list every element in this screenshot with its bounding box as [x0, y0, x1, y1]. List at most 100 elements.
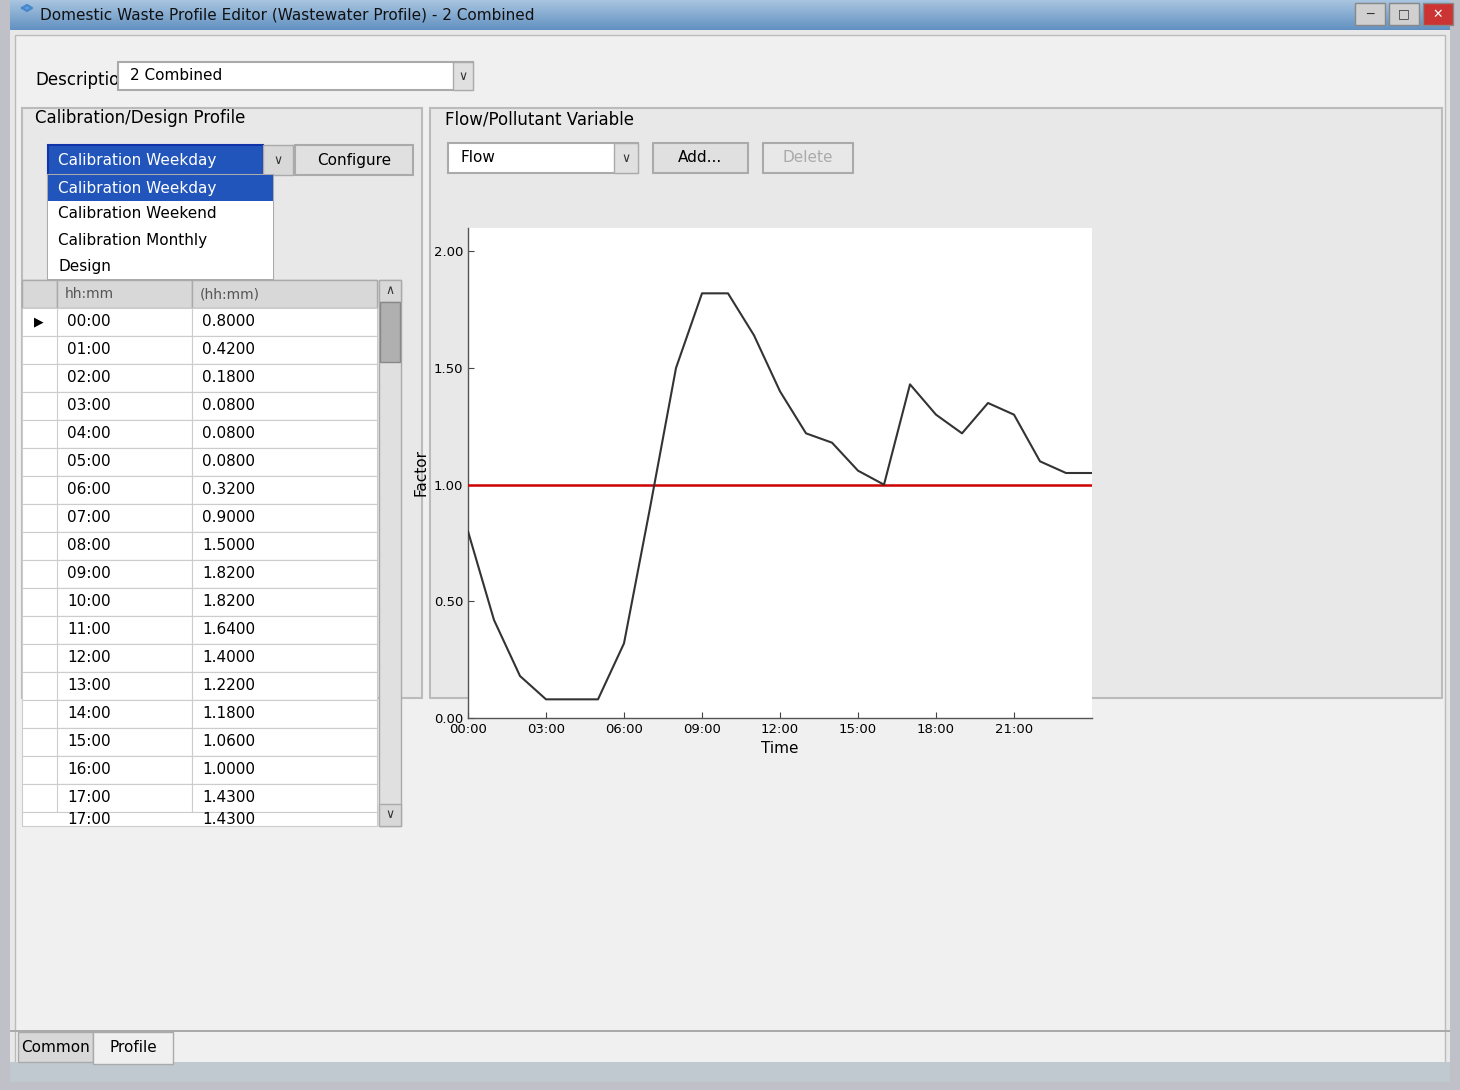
Bar [193, 336, 377, 364]
Text: Calibration Weekday: Calibration Weekday [58, 153, 216, 168]
Y-axis label: Factor: Factor [413, 449, 428, 497]
Bar [22, 280, 57, 308]
Bar [57, 476, 193, 504]
Text: ─: ─ [1367, 8, 1374, 21]
Bar [22, 532, 377, 560]
Bar [263, 145, 293, 175]
Bar [48, 253, 273, 279]
Bar [57, 532, 193, 560]
Text: 0.0800: 0.0800 [201, 455, 256, 470]
Bar [453, 62, 473, 90]
Text: ∨: ∨ [273, 154, 283, 167]
Bar [22, 308, 377, 336]
Bar [22, 364, 377, 392]
Bar [22, 392, 377, 420]
Bar [48, 227, 273, 253]
Bar [448, 143, 638, 173]
Bar [22, 448, 377, 476]
Text: 1.4300: 1.4300 [201, 790, 256, 806]
Bar [615, 143, 638, 173]
Bar [48, 175, 273, 279]
Bar [193, 560, 377, 588]
Bar [57, 448, 193, 476]
Text: ✕: ✕ [1432, 8, 1444, 21]
Text: Add...: Add... [677, 150, 723, 166]
Bar [380, 280, 402, 302]
Bar [193, 756, 377, 784]
Text: 01:00: 01:00 [67, 342, 111, 358]
Text: Flow: Flow [460, 150, 495, 166]
Bar [57, 700, 193, 728]
Bar [193, 728, 377, 756]
Text: Configure: Configure [317, 153, 391, 168]
Bar [57, 673, 193, 700]
Text: ∧: ∧ [385, 284, 394, 298]
Bar [193, 616, 377, 644]
Bar [22, 420, 377, 448]
Bar [193, 673, 377, 700]
Text: 17:00: 17:00 [67, 811, 111, 826]
Bar [193, 532, 377, 560]
Text: 1.4300: 1.4300 [201, 811, 256, 826]
Text: 0.4200: 0.4200 [201, 342, 256, 358]
Bar [22, 756, 377, 784]
Text: Design: Design [58, 258, 111, 274]
Bar [57, 756, 193, 784]
Bar [57, 364, 193, 392]
Bar [380, 302, 400, 362]
Text: 1.8200: 1.8200 [201, 594, 256, 609]
Text: 1.0000: 1.0000 [201, 763, 256, 777]
Text: 12:00: 12:00 [67, 651, 111, 666]
Bar [1424, 3, 1453, 25]
Bar [57, 784, 193, 812]
Bar [22, 560, 377, 588]
Bar [193, 364, 377, 392]
Bar [380, 280, 402, 826]
Bar [48, 201, 273, 227]
Text: 06:00: 06:00 [67, 483, 111, 497]
Bar [22, 812, 377, 826]
Bar [57, 644, 193, 673]
Text: 1.2200: 1.2200 [201, 678, 256, 693]
Bar [22, 336, 377, 364]
Text: ▶: ▶ [34, 315, 44, 328]
Bar [118, 62, 473, 90]
Text: □: □ [1399, 8, 1410, 21]
Text: ∨: ∨ [622, 152, 631, 165]
Text: 02:00: 02:00 [67, 371, 111, 386]
Bar [48, 145, 263, 175]
Bar [295, 145, 413, 175]
Bar [193, 476, 377, 504]
Bar [57, 420, 193, 448]
Bar [22, 784, 377, 812]
Bar [22, 728, 377, 756]
Text: Profile: Profile [110, 1040, 156, 1054]
Text: 1.8200: 1.8200 [201, 567, 256, 581]
Bar [22, 280, 377, 308]
Text: 0.0800: 0.0800 [201, 399, 256, 413]
Bar [22, 616, 377, 644]
Text: 04:00: 04:00 [67, 426, 111, 441]
Bar [22, 108, 422, 698]
Bar [193, 700, 377, 728]
Bar [48, 175, 273, 201]
Bar [57, 616, 193, 644]
Bar [193, 644, 377, 673]
Text: 0.0800: 0.0800 [201, 426, 256, 441]
Text: 1.6400: 1.6400 [201, 622, 256, 638]
Bar [193, 308, 377, 336]
Polygon shape [22, 5, 32, 11]
Bar [193, 280, 377, 308]
Bar [1355, 3, 1386, 25]
Bar [193, 448, 377, 476]
Text: 0.8000: 0.8000 [201, 315, 256, 329]
Bar [22, 673, 377, 700]
Bar [22, 700, 377, 728]
Text: Calibration/Design Profile: Calibration/Design Profile [35, 109, 245, 128]
Bar [18, 1032, 93, 1062]
Bar [57, 560, 193, 588]
Bar [93, 1032, 172, 1064]
X-axis label: Time: Time [761, 741, 799, 756]
Text: 1.0600: 1.0600 [201, 735, 256, 750]
Bar [22, 588, 377, 616]
